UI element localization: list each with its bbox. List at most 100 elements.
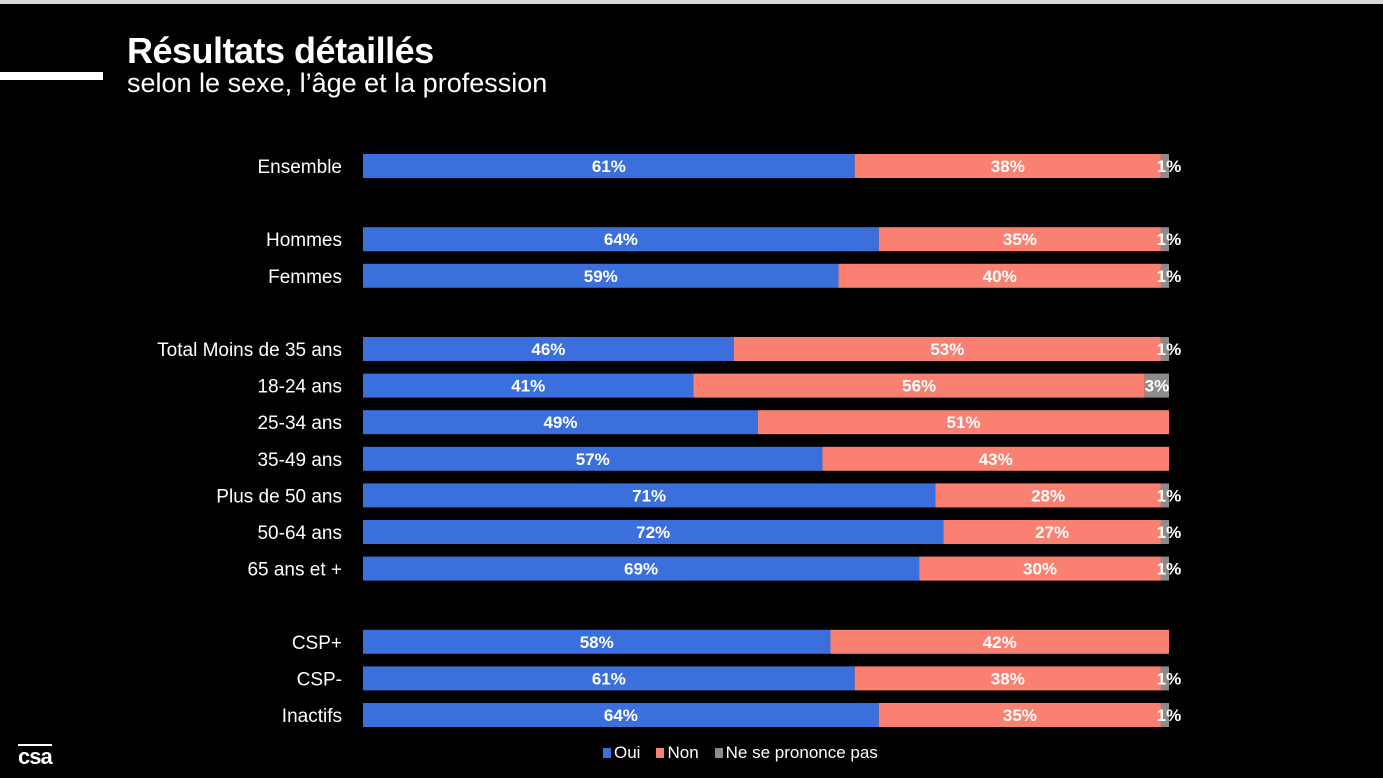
data-label: 46% xyxy=(531,340,565,359)
data-label: 58% xyxy=(580,633,614,652)
bar-segment-oui xyxy=(363,154,855,178)
data-label: 71% xyxy=(632,486,666,505)
bar-segment-oui xyxy=(363,703,879,727)
bar-segment-non xyxy=(919,556,1161,581)
bar-segment-oui xyxy=(363,337,734,361)
data-label: 1% xyxy=(1157,706,1182,725)
bar-segment-non xyxy=(854,666,1161,691)
bar-segment-ne-se-prononce-pas xyxy=(1160,263,1169,288)
legend: Oui Non Ne se prononce pas xyxy=(603,743,878,763)
page-title: Résultats détaillés xyxy=(127,30,434,71)
data-label: 38% xyxy=(991,669,1025,688)
csa-logo: csa xyxy=(18,744,53,769)
data-label: 40% xyxy=(983,267,1017,286)
bar-segment-non xyxy=(943,520,1161,544)
bar-segment-non xyxy=(830,629,1169,654)
data-label: 69% xyxy=(624,560,658,579)
data-label: 43% xyxy=(979,450,1013,469)
category-label: Plus de 50 ans xyxy=(216,486,342,507)
data-label: 35% xyxy=(1003,230,1037,249)
data-label: 64% xyxy=(604,230,638,249)
data-label: 1% xyxy=(1157,669,1182,688)
bar-segment-non xyxy=(757,410,1169,435)
category-label: CSP+ xyxy=(292,633,342,654)
legend-swatch xyxy=(603,748,611,758)
category-label: 25-34 ans xyxy=(257,413,342,434)
bar-segment-ne-se-prononce-pas xyxy=(1160,703,1169,727)
bar-segment-non xyxy=(733,337,1161,361)
category-label: Total Moins de 35 ans xyxy=(157,340,342,361)
bar-segment-non xyxy=(935,483,1161,508)
data-label: 1% xyxy=(1157,486,1182,505)
data-label: 27% xyxy=(1035,523,1069,542)
data-label: 1% xyxy=(1157,157,1182,176)
data-label: 1% xyxy=(1157,523,1182,542)
bar-segment-ne-se-prononce-pas xyxy=(1160,483,1169,508)
bar-segment-ne-se-prononce-pas xyxy=(1160,154,1169,178)
legend-label: Non xyxy=(667,743,699,762)
bar-segment-non xyxy=(822,446,1169,471)
category-label: 65 ans et + xyxy=(247,560,342,581)
bar-segment-oui xyxy=(363,227,879,252)
bar-segment-oui xyxy=(363,483,936,508)
legend-item-nsp: Ne se prononce pas xyxy=(714,743,878,763)
category-label: Inactifs xyxy=(282,706,342,727)
legend-item-non: Non xyxy=(656,743,699,763)
bar-segment-oui xyxy=(363,410,758,435)
data-label: 61% xyxy=(592,157,626,176)
bar-segment-oui xyxy=(363,263,839,288)
data-label: 1% xyxy=(1157,230,1182,249)
data-label: 64% xyxy=(604,706,638,725)
data-label: 56% xyxy=(902,377,936,396)
bar-segment-ne-se-prononce-pas xyxy=(1144,373,1169,398)
data-label: 61% xyxy=(592,669,626,688)
bar-segment-non xyxy=(878,227,1161,252)
bar-segment-ne-se-prononce-pas xyxy=(1160,227,1169,252)
bar-segment-oui xyxy=(363,666,855,691)
bar-segment-oui xyxy=(363,446,823,471)
category-label: 18-24 ans xyxy=(257,377,342,398)
data-label: 35% xyxy=(1003,706,1037,725)
data-label: 51% xyxy=(946,413,980,432)
data-label: 72% xyxy=(636,523,670,542)
bar-segment-oui xyxy=(363,373,694,398)
page-subtitle: selon le sexe, l’âge et la profession xyxy=(127,68,548,98)
bar-segment-non xyxy=(854,154,1161,178)
bar-segment-non xyxy=(693,373,1145,398)
data-label: 42% xyxy=(983,633,1017,652)
bar-segment-ne-se-prononce-pas xyxy=(1160,556,1169,581)
data-label: 41% xyxy=(511,377,545,396)
data-label: 1% xyxy=(1157,340,1182,359)
top-border xyxy=(0,0,1383,4)
data-label: 30% xyxy=(1023,560,1057,579)
data-label: 38% xyxy=(991,157,1025,176)
legend-item-oui: Oui xyxy=(603,743,640,763)
category-label: 35-49 ans xyxy=(257,450,342,471)
data-label: 3% xyxy=(1145,377,1170,396)
legend-label: Oui xyxy=(614,743,641,762)
bar-segment-oui xyxy=(363,520,944,544)
data-label: 1% xyxy=(1157,267,1182,286)
data-label: 28% xyxy=(1031,486,1065,505)
bar-segment-oui xyxy=(363,629,831,654)
legend-swatch xyxy=(656,748,665,758)
category-label: 50-64 ans xyxy=(257,523,342,544)
accent-bar xyxy=(0,72,103,80)
legend-swatch xyxy=(714,748,723,758)
category-label: Hommes xyxy=(266,230,342,251)
bar-segment-ne-se-prononce-pas xyxy=(1160,337,1169,361)
category-label: Ensemble xyxy=(258,157,343,178)
bar-segment-oui xyxy=(363,556,920,581)
bar-segment-ne-se-prononce-pas xyxy=(1160,520,1169,544)
bar-segment-non xyxy=(878,703,1161,727)
legend-label: Ne se prononce pas xyxy=(725,743,878,762)
data-label: 53% xyxy=(930,340,964,359)
data-label: 57% xyxy=(576,450,610,469)
bar-segment-ne-se-prononce-pas xyxy=(1160,666,1169,691)
data-label: 49% xyxy=(543,413,577,432)
bar-segment-non xyxy=(838,263,1161,288)
category-label: CSP- xyxy=(297,669,342,690)
category-label: Femmes xyxy=(268,267,342,288)
data-label: 1% xyxy=(1157,560,1182,579)
